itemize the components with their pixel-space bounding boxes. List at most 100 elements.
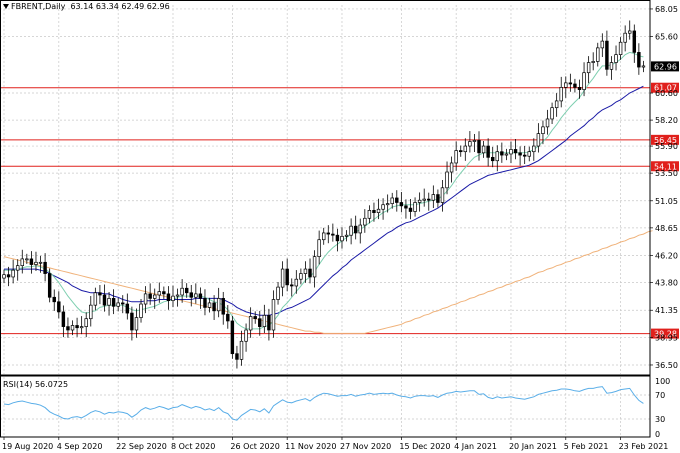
candle-bull (550, 107, 554, 120)
candle-bear (130, 312, 134, 331)
candle-bull (609, 62, 614, 70)
candle-bear (258, 318, 262, 327)
candle-bull (600, 40, 605, 49)
candle-bear (290, 284, 294, 287)
candle-bear (198, 293, 203, 299)
candle-bear (102, 294, 107, 306)
candle-bull (134, 317, 139, 331)
ma-mid-line (4, 85, 644, 316)
candle-bear (408, 207, 413, 212)
candle-bear (52, 296, 56, 303)
candle-bull (340, 235, 344, 242)
horizontal-levels: 61.07 56.45 54.11 39.28 (0, 82, 679, 339)
candle-bull (317, 239, 321, 257)
level-tag (651, 82, 679, 93)
candle-bear (573, 83, 577, 88)
candle-bull (582, 72, 586, 90)
candle-bull (15, 265, 20, 271)
x-tick-label: 11 Nov 2020 (285, 442, 336, 451)
chart-header: FBRENT,Daily 63.14 63.34 62.49 62.96 (3, 2, 170, 11)
candle-bull (536, 133, 541, 147)
x-tick-label: 5 Feb 2021 (564, 442, 609, 451)
x-tick-label: 26 Oct 2020 (230, 442, 279, 451)
candle-bull (376, 208, 381, 213)
symbol-label: FBRENT (11, 2, 43, 11)
candle-bear (230, 320, 235, 355)
candle-bear (513, 149, 518, 154)
candle-bull (358, 224, 362, 234)
candle-bull (541, 126, 545, 134)
rsi-tick-label: 0 (655, 430, 660, 439)
collapse-triangle-icon[interactable] (3, 4, 9, 9)
candle-bull (440, 187, 445, 203)
y-tick-label: 53.50 (655, 169, 678, 178)
candle-bear (326, 232, 331, 235)
rsi-tick-label: 70 (655, 391, 665, 400)
candle-bear (436, 194, 440, 203)
candle-bear (166, 293, 171, 302)
rsi-header: RSI(14) 56.0725 (3, 380, 68, 389)
ohlc-values: 63.14 63.34 62.49 62.96 (70, 2, 170, 11)
candle-bull (509, 149, 513, 155)
y-tick-label: 41.35 (655, 306, 678, 315)
candle-bull (11, 269, 15, 278)
level-tag (651, 328, 679, 339)
candle-bear (605, 40, 609, 70)
candle-bull (294, 278, 299, 287)
current-price-tag (651, 61, 679, 72)
candle-bear (577, 87, 582, 90)
chart-frame (0, 0, 651, 438)
y-tick-label: 58.20 (655, 116, 678, 125)
x-tick-label: 19 Aug 2020 (2, 442, 53, 451)
candle-bear (353, 225, 358, 234)
level-tag-label: 61.07 (654, 84, 677, 93)
y-tick-label: 36.50 (655, 361, 678, 370)
candle-bear (308, 268, 312, 278)
y-tick-label: 43.80 (655, 279, 678, 288)
candle-bull (79, 326, 84, 329)
candle-bull (139, 303, 143, 318)
candle-bull (344, 234, 349, 237)
candle-bear (162, 291, 166, 295)
candle-bear (235, 353, 239, 360)
level-tag-label: 56.45 (654, 136, 677, 145)
candle-bull (38, 261, 43, 264)
candle-bull (381, 204, 385, 210)
candle-bear (335, 234, 340, 242)
candle-bull (70, 325, 75, 331)
candle-bull (276, 286, 280, 300)
candle-bull (216, 298, 221, 312)
rsi-label: RSI(14) (3, 380, 33, 389)
candle-bull (628, 30, 632, 34)
candle-bear (148, 293, 152, 299)
candle-bull (413, 202, 417, 212)
x-tick-label: 22 Sep 2020 (116, 442, 167, 451)
candle-bear (121, 302, 125, 305)
level-tag-label: 54.11 (654, 162, 677, 171)
candle-bear (189, 292, 193, 298)
candle-bear (221, 298, 225, 315)
candle-bull (554, 100, 559, 109)
candle-bull (349, 225, 353, 236)
candle-bear (253, 316, 257, 320)
candle-bull (180, 287, 184, 296)
candle-bull (248, 316, 253, 331)
candle-bull (194, 293, 198, 298)
candle-bear (267, 314, 271, 331)
y-tick-label: 38.95 (655, 333, 678, 342)
axes: 68.05 65.60 60.60 58.20 55.90 53.50 51.05 48.65… (2, 5, 679, 451)
x-tick-label: 4 Jan 2021 (454, 442, 497, 451)
candle-bull (171, 295, 175, 302)
candle-bull (445, 171, 449, 189)
price-candles (2, 20, 646, 369)
candle-bull (157, 291, 162, 296)
candle-bull (422, 198, 426, 201)
y-tick-label: 48.65 (655, 224, 678, 233)
candle-bull (25, 258, 29, 261)
y-tick-label: 51.05 (655, 197, 678, 206)
candle-bull (89, 304, 93, 320)
candle-bull (481, 145, 486, 154)
candle-bull (390, 197, 394, 204)
